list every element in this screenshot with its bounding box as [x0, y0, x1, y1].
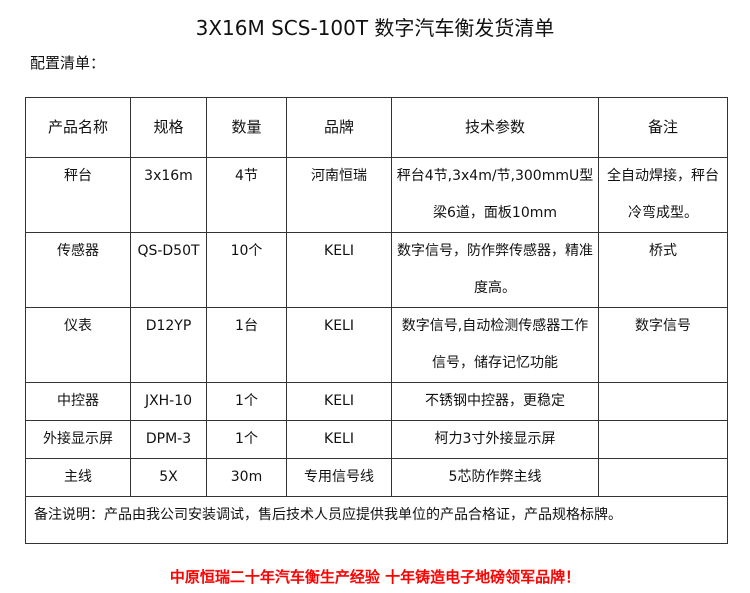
header-cell: 备注	[598, 97, 728, 158]
page-title: 3X16M SCS-100T 数字汽车衡发货清单	[195, 16, 555, 40]
cell-note	[598, 382, 728, 421]
cell-spec: JXH-10	[130, 382, 207, 421]
cell-note	[598, 420, 728, 459]
table-row: 外接显示屏 DPM-3 1个 KELI 柯力3寸外接显示屏	[25, 420, 728, 459]
slogan: 中原恒瑞二十年汽车衡生产经验 十年铸造电子地磅领军品牌！	[169, 568, 581, 586]
cell-name: 中控器	[25, 382, 131, 421]
table-row: 主线 5X 30m 专用信号线 5芯防作弊主线	[25, 458, 728, 497]
cell-tech: 不锈钢中控器，更稳定	[391, 382, 599, 421]
table-header-row: 产品名称 规格 数量 品牌 技术参数 备注	[25, 97, 728, 158]
cell-qty: 30m	[206, 458, 287, 497]
cell-qty: 10个	[206, 232, 287, 308]
cell-note	[598, 458, 728, 497]
cell-name: 外接显示屏	[25, 420, 131, 459]
cell-qty: 1台	[206, 307, 287, 383]
table-row: 中控器 JXH-10 1个 KELI 不锈钢中控器，更稳定	[25, 382, 728, 421]
cell-qty: 1个	[206, 382, 287, 421]
table-row: 传感器 QS-D50T 10个 KELI 数字信号，防作弊传感器，精准度高。 桥式	[25, 232, 728, 308]
cell-brand: 河南恒瑞	[286, 157, 392, 233]
cell-name: 主线	[25, 458, 131, 497]
cell-tech: 数字信号，防作弊传感器，精准度高。	[391, 232, 599, 308]
cell-spec: DPM-3	[130, 420, 207, 459]
cell-brand: KELI	[286, 232, 392, 308]
header-cell: 数量	[206, 97, 287, 158]
cell-spec: 3x16m	[130, 157, 207, 233]
cell-qty: 1个	[206, 420, 287, 459]
cell-brand: KELI	[286, 307, 392, 383]
shipping-list-table: 产品名称 规格 数量 品牌 技术参数 备注 秤台 3x16m 4节 河南恒瑞 秤台4节,…	[25, 97, 728, 544]
cell-tech: 秤台4节,3x4m/节,300mmU型梁6道，面板10mm	[391, 157, 599, 233]
cell-brand: 专用信号线	[286, 458, 392, 497]
section-label: 配置清单：	[30, 54, 106, 72]
cell-name: 秤台	[25, 157, 131, 233]
cell-brand: KELI	[286, 420, 392, 459]
cell-spec: QS-D50T	[130, 232, 207, 308]
cell-qty: 4节	[206, 157, 287, 233]
header-cell: 技术参数	[391, 97, 599, 158]
header-cell: 产品名称	[25, 97, 131, 158]
cell-note: 数字信号	[598, 307, 728, 383]
remark-row: 备注说明：产品由我公司安装调试，售后技术人员应提供我单位的产品合格证，产品规格标…	[25, 496, 728, 544]
cell-tech: 柯力3寸外接显示屏	[391, 420, 599, 459]
header-cell: 规格	[130, 97, 207, 158]
table-row: 秤台 3x16m 4节 河南恒瑞 秤台4节,3x4m/节,300mmU型梁6道，面板10…	[25, 157, 728, 233]
cell-spec: 5X	[130, 458, 207, 497]
cell-name: 传感器	[25, 232, 131, 308]
header-cell: 品牌	[286, 97, 392, 158]
cell-tech: 数字信号,自动检测传感器工作信号，储存记忆功能	[391, 307, 599, 383]
cell-note: 全自动焊接，秤台冷弯成型。	[598, 157, 728, 233]
table-row: 仪表 D12YP 1台 KELI 数字信号,自动检测传感器工作信号，储存记忆功能 数字信号	[25, 307, 728, 383]
cell-name: 仪表	[25, 307, 131, 383]
cell-note: 桥式	[598, 232, 728, 308]
cell-tech: 5芯防作弊主线	[391, 458, 599, 497]
remark-text: 备注说明：产品由我公司安装调试，售后技术人员应提供我单位的产品合格证，产品规格标…	[25, 496, 728, 544]
cell-spec: D12YP	[130, 307, 207, 383]
cell-brand: KELI	[286, 382, 392, 421]
